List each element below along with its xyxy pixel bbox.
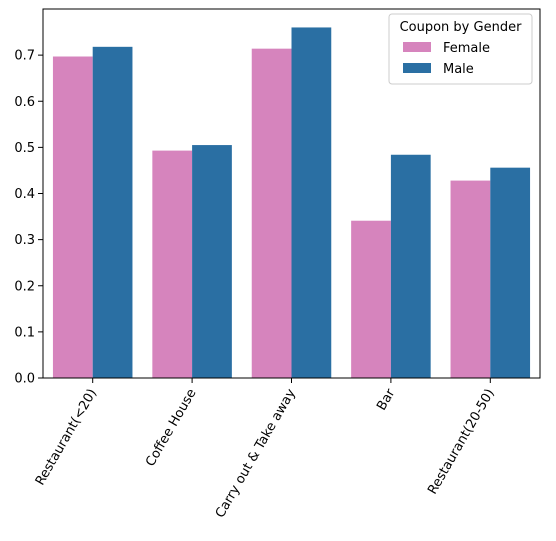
legend: Coupon by Gender Female Male [388,13,533,85]
y-tick-label: 0.7 [14,49,35,64]
x-tick-label: Bar [374,386,398,413]
y-axis: 0.0 0.1 0.2 0.3 0.4 0.5 0.6 0.7 [14,49,43,387]
legend-swatch-male [403,63,431,73]
plot-frame [42,8,541,379]
legend-label-female: Female [443,41,490,56]
y-tick-label: 0.3 [14,233,35,248]
y-tick-label: 0.0 [14,372,35,387]
x-axis: Restaurant(<20) Coffee House Carry out & T… [33,378,498,521]
x-tick-label: Carry out & Take away [213,386,299,520]
bar-male-1 [192,145,232,378]
y-tick-label: 0.2 [14,279,35,294]
x-tick-label: Restaurant(<20) [33,387,100,489]
y-tick-label: 0.6 [14,95,35,110]
y-tick-label: 0.5 [14,141,35,156]
x-tick-label: Restaurant(20-50) [425,387,498,498]
bar-female-1 [152,150,193,378]
y-tick-label: 0.4 [14,187,35,202]
legend-swatch-female [403,42,431,52]
bar-male-2 [291,27,332,378]
bar-female-2 [251,48,292,378]
bar-male-4 [490,167,531,378]
bar-female-0 [52,56,93,378]
bar-male-3 [390,154,431,378]
bar-female-4 [450,180,491,378]
bar-female-3 [351,220,391,378]
bars-layer [52,27,531,378]
legend-label-male: Male [443,62,474,77]
bar-male-0 [92,46,133,378]
x-tick-label: Coffee House [143,387,199,470]
y-tick-label: 0.1 [14,325,35,340]
legend-title: Coupon by Gender [400,20,522,35]
